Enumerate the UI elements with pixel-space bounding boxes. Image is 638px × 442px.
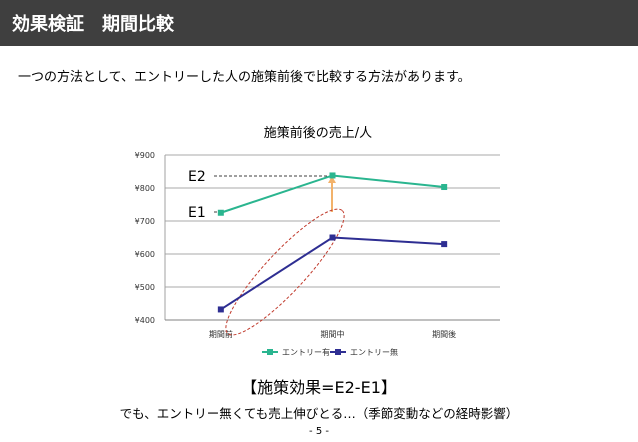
page-title: 効果検証 期間比較 xyxy=(12,14,174,35)
legend-label: エントリー無 xyxy=(350,347,398,357)
chart-point xyxy=(329,172,336,179)
chart-point xyxy=(217,209,224,216)
chart-title: 施策前後の売上/人 xyxy=(264,125,372,141)
chart-point xyxy=(441,241,448,248)
chart-y-tick-label: ¥900 xyxy=(135,151,155,160)
chart-point xyxy=(329,234,336,241)
e1-label: E1 xyxy=(188,205,206,221)
chart-series-line-2 xyxy=(220,236,445,311)
chart-y-tick-label: ¥700 xyxy=(135,217,155,226)
effect-formula: 【施策効果=E2-E1】 xyxy=(241,378,397,397)
chart-y-tick-label: ¥800 xyxy=(135,184,155,193)
intro-text: 一つの方法として、エントリーした人の施策前後で比較する方法があります。 xyxy=(18,70,471,85)
chart-y-tick-label: ¥500 xyxy=(135,283,155,292)
chart-y-tick-label: ¥600 xyxy=(135,250,155,259)
sales-chart: 施策前後の売上/人 ¥900¥800¥700¥600¥500¥400 期間前 期間… xyxy=(135,125,500,357)
chart-x-ticks: 期間前 期間中 期間後 xyxy=(209,329,456,339)
chart-y-tick-label: ¥400 xyxy=(135,316,155,325)
chart-point xyxy=(217,306,224,313)
highlight-ellipse xyxy=(225,208,345,336)
chart-x-tick-label: 期間後 xyxy=(432,329,456,339)
effect-arrow-head xyxy=(328,176,336,183)
chart-legend: エントリー有 エントリー無 xyxy=(262,347,398,357)
page-number: - 5 - xyxy=(309,426,329,437)
title-bar: 効果検証 期間比較 xyxy=(0,0,638,46)
chart-x-tick-label: 期間前 xyxy=(209,329,233,339)
chart-x-tick-label: 期間中 xyxy=(321,329,345,339)
chart-y-ticks: ¥900 ¥800 ¥700 ¥600 ¥500 ¥400 xyxy=(135,151,155,325)
chart-series xyxy=(217,172,448,313)
legend-marker xyxy=(267,349,273,355)
legend-label: エントリー有 xyxy=(282,347,330,357)
chart-point xyxy=(441,184,448,191)
note-text: でも、エントリー無くても売上伸びとる…（季節変動などの経時影響） xyxy=(119,406,519,421)
e2-label: E2 xyxy=(188,169,206,185)
legend-marker xyxy=(335,349,341,355)
